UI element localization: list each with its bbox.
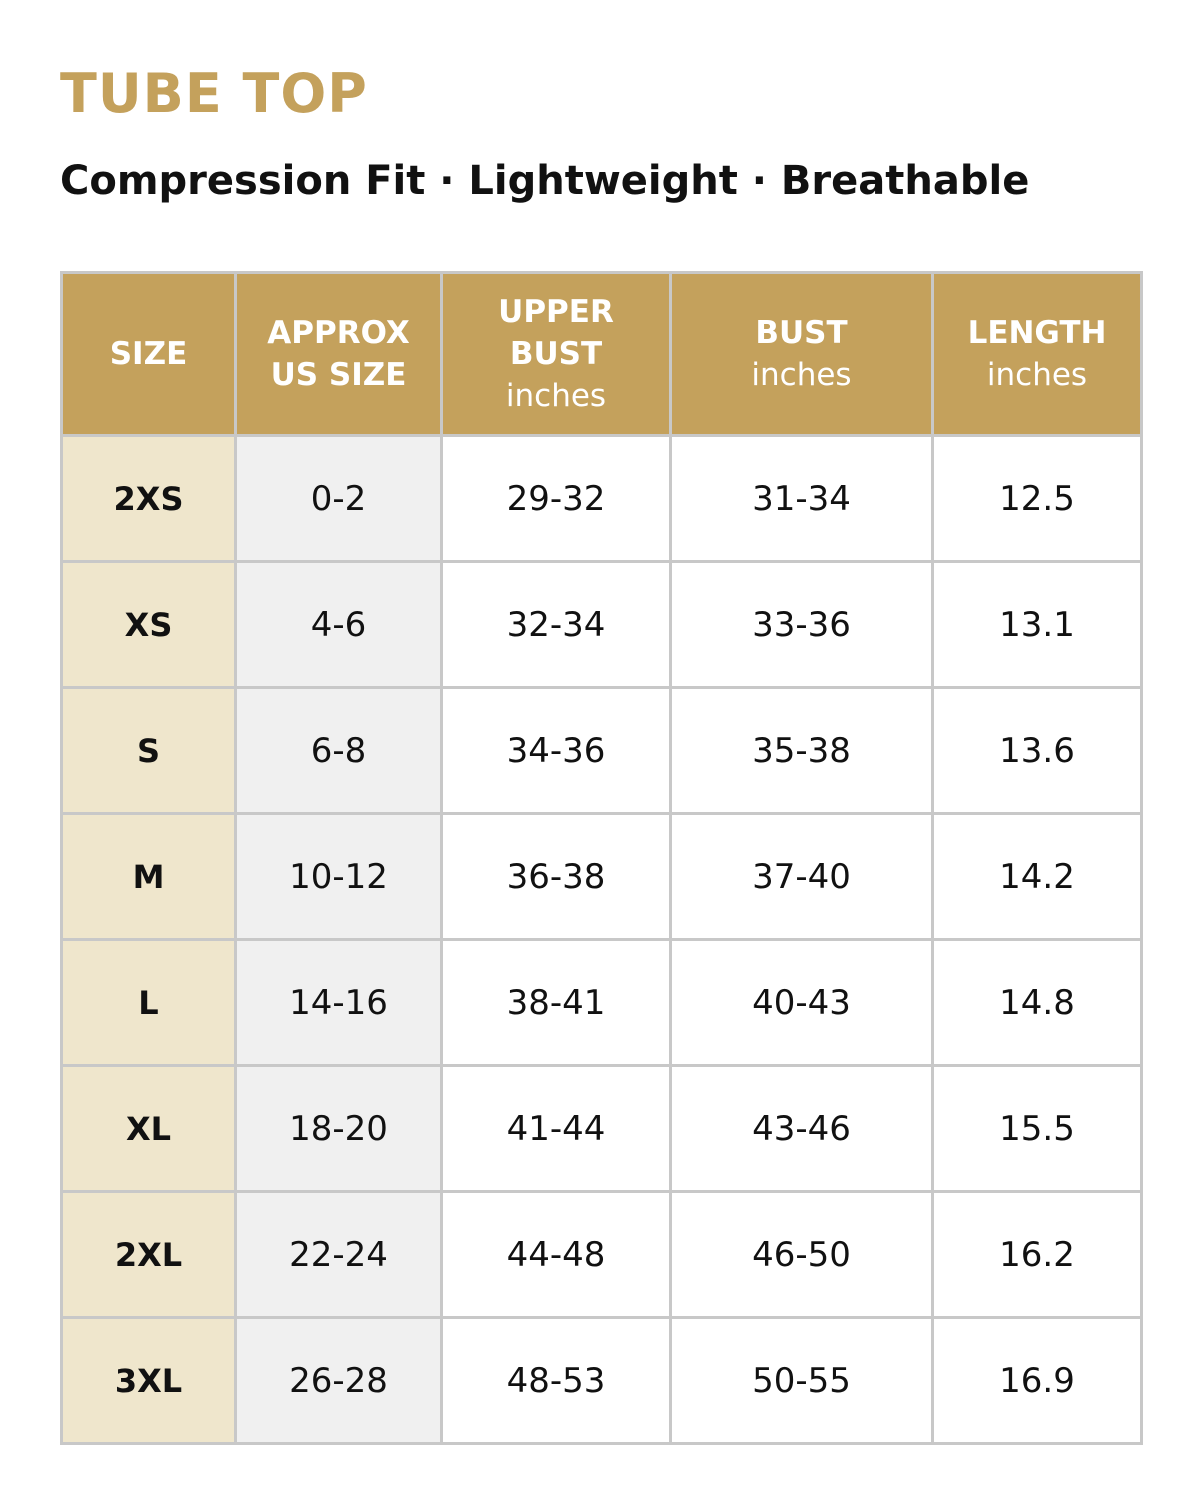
table-cell: 2XS bbox=[60, 434, 237, 563]
table-cell: 6-8 bbox=[234, 686, 443, 815]
table-row: 3XL 26-28 48-53 50-55 16.9 bbox=[60, 1316, 1143, 1445]
header-label: BUST bbox=[755, 315, 848, 351]
table-cell: 48-53 bbox=[440, 1316, 672, 1445]
table-cell: 41-44 bbox=[440, 1064, 672, 1193]
table-cell: L bbox=[60, 938, 237, 1067]
table-cell: 34-36 bbox=[440, 686, 672, 815]
table-row: XL 18-20 41-44 43-46 15.5 bbox=[60, 1064, 1143, 1193]
table-cell: 14-16 bbox=[234, 938, 443, 1067]
column-header: UPPER BUST inches bbox=[440, 271, 672, 437]
column-header: APPROX US SIZE bbox=[234, 271, 443, 437]
table-cell: 13.1 bbox=[931, 560, 1143, 689]
table-cell: 38-41 bbox=[440, 938, 672, 1067]
header-label: LENGTH bbox=[967, 315, 1107, 351]
table-cell: XL bbox=[60, 1064, 237, 1193]
table-cell: 14.2 bbox=[931, 812, 1143, 941]
table-cell: 18-20 bbox=[234, 1064, 443, 1193]
table-row: L 14-16 38-41 40-43 14.8 bbox=[60, 938, 1143, 1067]
subtitle: Compression Fit · Lightweight · Breathab… bbox=[60, 158, 1030, 204]
table-row: S 6-8 34-36 35-38 13.6 bbox=[60, 686, 1143, 815]
table-cell: 31-34 bbox=[669, 434, 934, 563]
table-cell: 13.6 bbox=[931, 686, 1143, 815]
table-cell: 43-46 bbox=[669, 1064, 934, 1193]
table-cell: S bbox=[60, 686, 237, 815]
header-label: US SIZE bbox=[270, 357, 407, 393]
column-header: BUST inches bbox=[669, 271, 934, 437]
table-cell: 16.2 bbox=[931, 1190, 1143, 1319]
table-row: XS 4-6 32-34 33-36 13.1 bbox=[60, 560, 1143, 689]
size-table: SIZE APPROX US SIZE UPPER BUST inches BUST inch… bbox=[60, 271, 1143, 1445]
table-cell: 14.8 bbox=[931, 938, 1143, 1067]
table-cell: 46-50 bbox=[669, 1190, 934, 1319]
table-cell: 33-36 bbox=[669, 560, 934, 689]
table-row: 2XS 0-2 29-32 31-34 12.5 bbox=[60, 434, 1143, 563]
header-unit: inches bbox=[505, 378, 607, 414]
title: TUBE TOP bbox=[60, 62, 368, 125]
table-cell: 2XL bbox=[60, 1190, 237, 1319]
table-cell: 12.5 bbox=[931, 434, 1143, 563]
table-cell: 44-48 bbox=[440, 1190, 672, 1319]
table-row: 2XL 22-24 44-48 46-50 16.2 bbox=[60, 1190, 1143, 1319]
header-label: SIZE bbox=[109, 336, 188, 372]
header-unit: inches bbox=[986, 357, 1088, 393]
column-header: LENGTH inches bbox=[931, 271, 1143, 437]
column-header: SIZE bbox=[60, 271, 237, 437]
header-row: SIZE APPROX US SIZE UPPER BUST inches BUST inch… bbox=[60, 271, 1143, 437]
table-cell: 26-28 bbox=[234, 1316, 443, 1445]
header-unit: inches bbox=[751, 357, 852, 393]
table-cell: M bbox=[60, 812, 237, 941]
table-cell: 0-2 bbox=[234, 434, 443, 563]
header-label: UPPER bbox=[498, 294, 614, 330]
table-cell: 37-40 bbox=[669, 812, 934, 941]
table-row: M 10-12 36-38 37-40 14.2 bbox=[60, 812, 1143, 941]
table-cell: 29-32 bbox=[440, 434, 672, 563]
table-cell: 22-24 bbox=[234, 1190, 443, 1319]
header-label: APPROX bbox=[267, 315, 410, 351]
table-cell: 16.9 bbox=[931, 1316, 1143, 1445]
table-cell: 15.5 bbox=[931, 1064, 1143, 1193]
table-cell: 35-38 bbox=[669, 686, 934, 815]
table-cell: XS bbox=[60, 560, 237, 689]
table-body: 2XS 0-2 29-32 31-34 12.5 XS 4-6 32-34 33-36 13.1 S… bbox=[60, 434, 1143, 1445]
table-cell: 3XL bbox=[60, 1316, 237, 1445]
table-cell: 10-12 bbox=[234, 812, 443, 941]
table-cell: 40-43 bbox=[669, 938, 934, 1067]
header-label: BUST bbox=[509, 336, 603, 372]
table-cell: 36-38 bbox=[440, 812, 672, 941]
table-cell: 32-34 bbox=[440, 560, 672, 689]
table-cell: 4-6 bbox=[234, 560, 443, 689]
table-cell: 50-55 bbox=[669, 1316, 934, 1445]
